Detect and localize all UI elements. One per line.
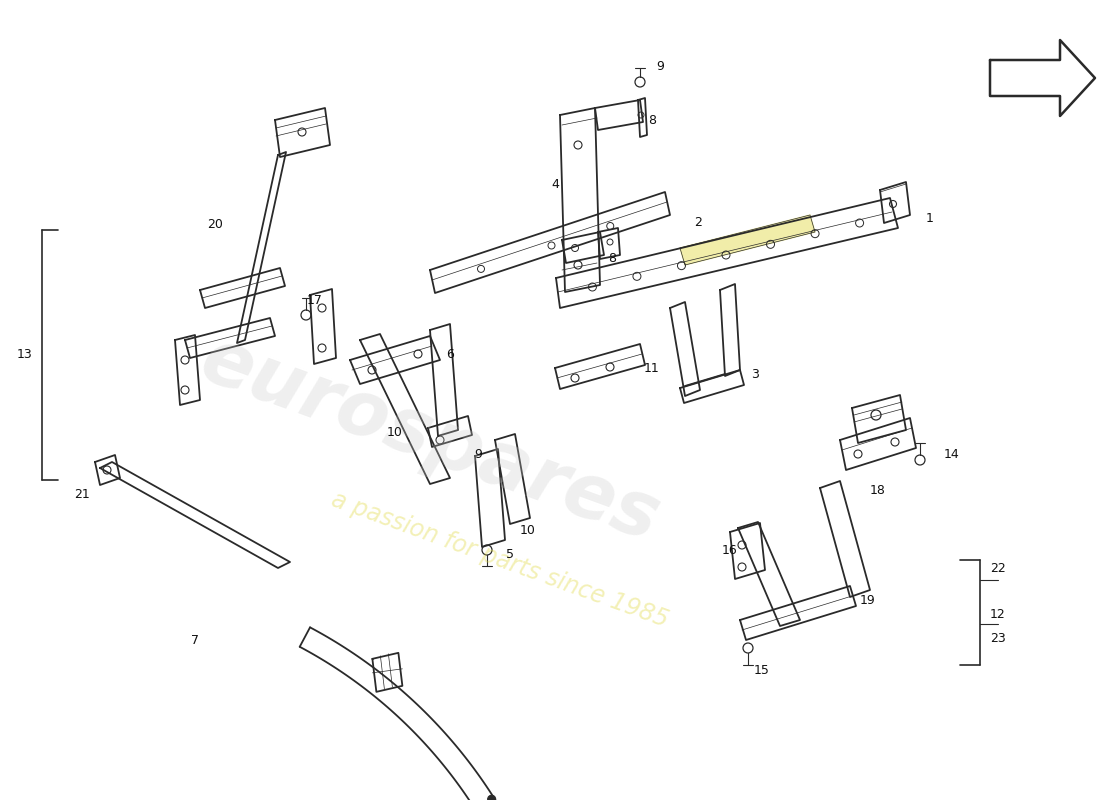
Text: 9: 9 bbox=[474, 449, 482, 462]
Text: 6: 6 bbox=[447, 349, 454, 362]
Text: 8: 8 bbox=[648, 114, 656, 126]
Text: 10: 10 bbox=[520, 523, 536, 537]
Text: 16: 16 bbox=[722, 543, 738, 557]
Text: 13: 13 bbox=[18, 349, 33, 362]
Text: 7: 7 bbox=[191, 634, 199, 646]
Polygon shape bbox=[680, 215, 815, 265]
Text: 17: 17 bbox=[307, 294, 323, 306]
Text: 20: 20 bbox=[207, 218, 223, 231]
Text: 2: 2 bbox=[694, 215, 702, 229]
Circle shape bbox=[487, 795, 496, 800]
Text: 12: 12 bbox=[990, 609, 1005, 622]
Text: 3: 3 bbox=[751, 369, 759, 382]
Text: 23: 23 bbox=[990, 631, 1005, 645]
Text: 9: 9 bbox=[656, 59, 664, 73]
Text: 22: 22 bbox=[990, 562, 1005, 574]
Text: 21: 21 bbox=[74, 489, 90, 502]
Text: 19: 19 bbox=[860, 594, 876, 606]
Text: 14: 14 bbox=[944, 449, 960, 462]
Text: 15: 15 bbox=[755, 663, 770, 677]
Text: 10: 10 bbox=[387, 426, 403, 438]
Text: 18: 18 bbox=[870, 483, 886, 497]
Text: 4: 4 bbox=[551, 178, 559, 191]
Text: a passion for parts since 1985: a passion for parts since 1985 bbox=[328, 488, 672, 632]
Text: 8: 8 bbox=[608, 251, 616, 265]
Text: eurospares: eurospares bbox=[190, 322, 670, 558]
Text: 1: 1 bbox=[926, 211, 934, 225]
Text: 11: 11 bbox=[645, 362, 660, 374]
Text: 5: 5 bbox=[506, 549, 514, 562]
